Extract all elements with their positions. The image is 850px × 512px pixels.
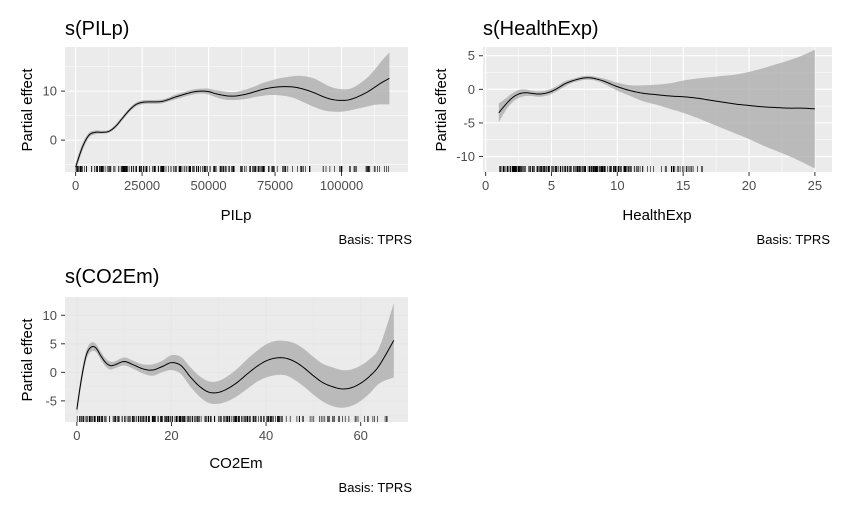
x-tick-label: 20: [164, 428, 178, 443]
x-tick-label: 5: [548, 178, 555, 193]
x-axis-label: HealthExp: [622, 207, 691, 224]
y-tick-label: 5: [50, 336, 57, 351]
x-axis-label: CO2Em: [209, 455, 262, 472]
x-tick-label: 50000: [191, 178, 227, 193]
panel-co2em: 0 20 40 60 -5 0 5 10 s(CO2Em) Partial effect CO…: [19, 266, 412, 495]
y-tick-label: -5: [463, 115, 475, 130]
caption: Basis: TPRS: [757, 232, 831, 247]
y-tick-label: 0: [50, 133, 57, 148]
y-tick-label: 5: [468, 48, 475, 63]
x-tick-label: 15: [676, 178, 690, 193]
plot-area: 0 20 40 60 -5 0 5 10: [43, 297, 408, 443]
panel-title: s(PILp): [65, 18, 129, 40]
x-tick-label: 0: [482, 178, 489, 193]
smooth-line: [498, 77, 815, 114]
caption: Basis: TPRS: [339, 480, 413, 495]
y-tick-label: -5: [45, 393, 57, 408]
x-tick-label: 25000: [124, 178, 160, 193]
confidence-band: [76, 303, 394, 415]
y-axis-label: Partial effect: [19, 68, 36, 152]
x-tick-label: 75000: [257, 178, 293, 193]
y-tick-label: 0: [50, 365, 57, 380]
x-tick-label: 0: [72, 178, 79, 193]
x-tick-label: 10: [610, 178, 624, 193]
x-tick-label: 100000: [320, 178, 363, 193]
y-axis-label: Partial effect: [19, 318, 36, 402]
x-tick-label: 25: [808, 178, 822, 193]
panel-healthexp: 0 5 10 15 20 25 -10 -5 0 5 s(HealthExp) Partial e…: [433, 18, 832, 247]
y-tick-label: 10: [43, 84, 57, 99]
y-axis-label: Partial effect: [433, 68, 450, 152]
caption: Basis: TPRS: [339, 232, 413, 247]
confidence-band: [75, 52, 390, 172]
panel-background: [65, 47, 408, 172]
y-tick-label: 10: [43, 308, 57, 323]
smooth-line: [75, 77, 390, 168]
panel-title: s(HealthExp): [483, 18, 599, 40]
x-axis-label: PILp: [221, 207, 252, 224]
rug: [499, 166, 703, 172]
smooth-line: [76, 340, 395, 410]
rug-ticks: [76, 416, 388, 422]
plot-area: 0 5 10 15 20 25 -10 -5 0 5: [456, 47, 832, 193]
x-tick-label: 40: [259, 428, 273, 443]
panel-title: s(CO2Em): [65, 266, 159, 288]
rug-ticks: [75, 166, 389, 172]
panel-pilp: 0 25000 50000 75000 100000 0 10 s(PILp) Partia…: [19, 18, 412, 247]
x-tick-label: 0: [73, 428, 80, 443]
rug: [76, 416, 388, 422]
y-tick-label: 0: [468, 82, 475, 97]
plot-area: 0 25000 50000 75000 100000 0 10: [43, 47, 408, 193]
rug: [75, 166, 389, 172]
rug-ticks: [499, 166, 703, 172]
y-tick-label: -10: [456, 149, 475, 164]
x-tick-label: 60: [353, 428, 367, 443]
x-tick-label: 20: [742, 178, 756, 193]
